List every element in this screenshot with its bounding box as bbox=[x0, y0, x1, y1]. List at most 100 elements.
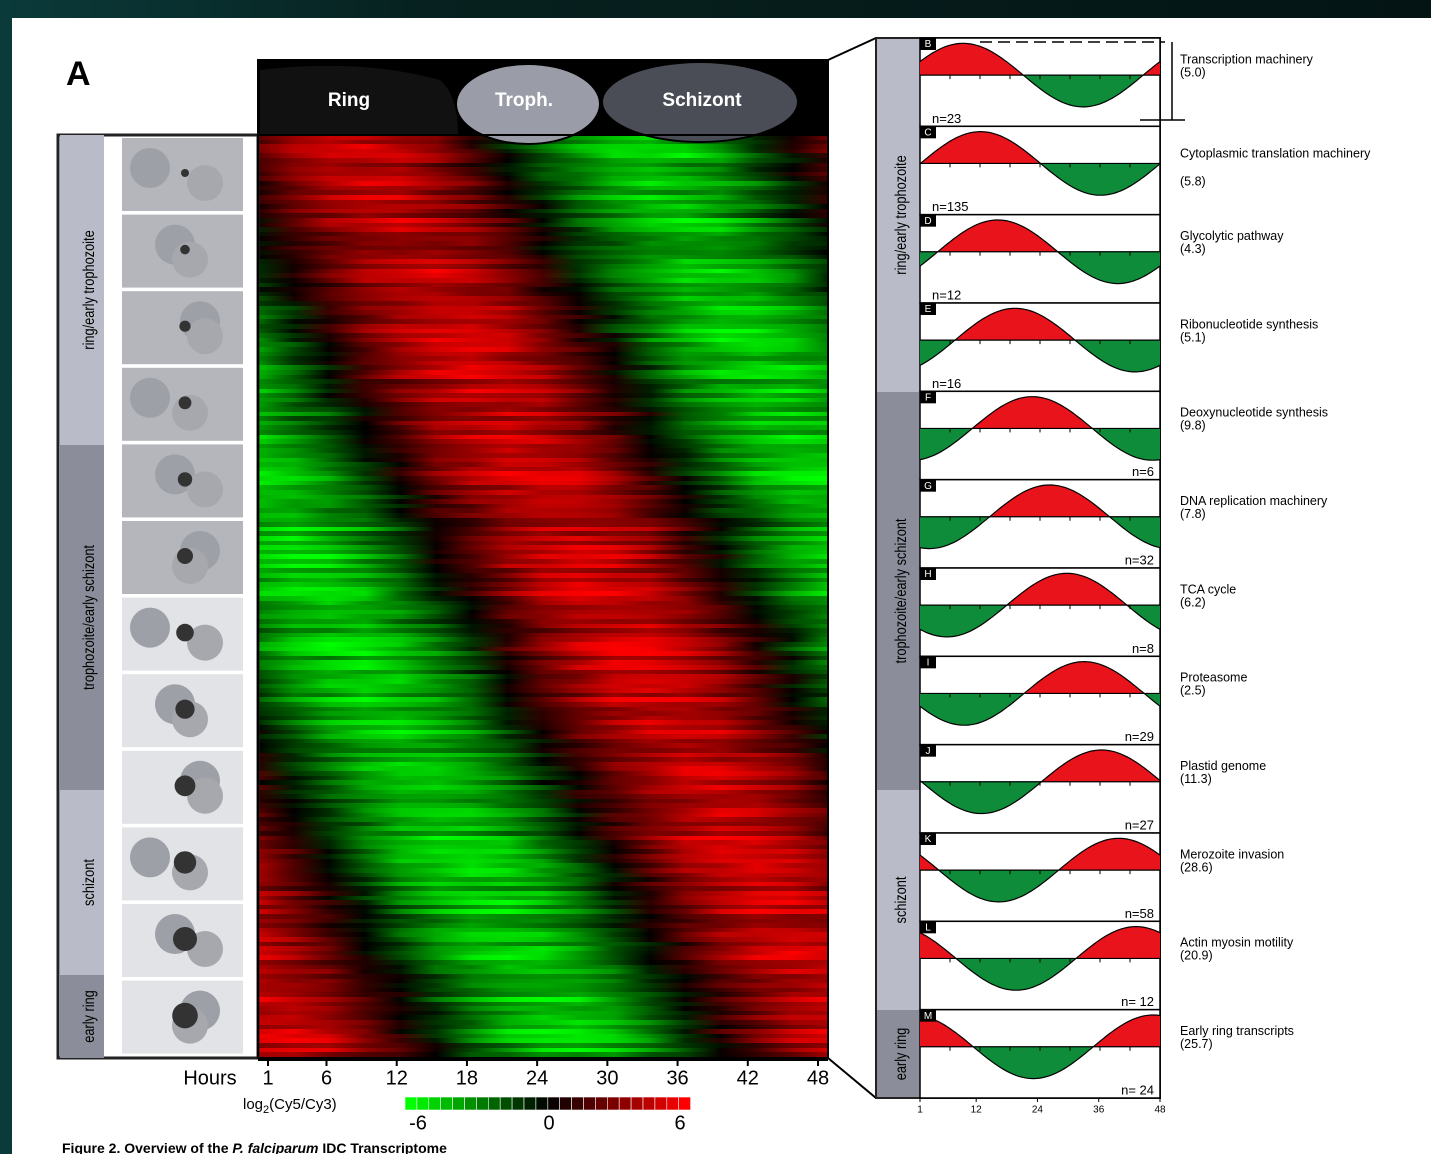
heatmap-row bbox=[258, 900, 828, 905]
heatmap-row bbox=[258, 748, 828, 753]
heatmap-row bbox=[258, 393, 828, 398]
hours-tick-label: 18 bbox=[456, 1067, 478, 1089]
colorbar-cell bbox=[523, 1096, 537, 1111]
profile-up bbox=[920, 485, 1160, 517]
letter-box bbox=[920, 1009, 936, 1022]
profile-name: DNA replication machinery bbox=[1180, 494, 1328, 508]
cell bbox=[187, 777, 223, 814]
heatmap-row bbox=[258, 844, 828, 850]
heatmap-row bbox=[258, 996, 828, 1002]
heatmap-row bbox=[258, 886, 828, 891]
parasite bbox=[180, 244, 190, 255]
heatmap-row bbox=[258, 448, 828, 454]
heatmap-row bbox=[258, 757, 828, 762]
heatmap-row bbox=[258, 683, 828, 689]
heatmap-row bbox=[258, 1033, 828, 1039]
heatmap-row bbox=[258, 1043, 828, 1048]
profile-name: Actin myosin motility bbox=[1180, 936, 1294, 950]
heatmap-row bbox=[258, 1029, 828, 1034]
heatmap-row bbox=[258, 955, 828, 961]
heatmap-row bbox=[258, 586, 828, 592]
profile-down bbox=[920, 605, 1160, 637]
heatmap-row bbox=[258, 314, 828, 320]
profile-axis-label: 48 bbox=[1154, 1105, 1166, 1116]
heatmap-row bbox=[258, 688, 828, 693]
heatmap-row bbox=[258, 831, 828, 836]
heatmap-row bbox=[258, 720, 828, 725]
heatmap bbox=[258, 135, 828, 1058]
heatmap-row bbox=[258, 1047, 828, 1053]
heatmap-row bbox=[258, 577, 828, 583]
heatmap-row bbox=[258, 840, 828, 845]
profile-score: (7.8) bbox=[1180, 507, 1206, 521]
heatmap-row bbox=[258, 457, 828, 463]
heatmap-row bbox=[258, 397, 828, 403]
letter-box bbox=[920, 479, 936, 492]
colorbar-cell bbox=[595, 1096, 608, 1111]
heatmap-row bbox=[258, 222, 828, 228]
heatmap-row bbox=[258, 678, 828, 684]
profile-n: n=23 bbox=[932, 111, 961, 126]
heatmap-row bbox=[258, 480, 828, 486]
heatmap-row bbox=[258, 918, 828, 924]
parasite bbox=[172, 1002, 198, 1029]
heatmap-row bbox=[258, 370, 828, 375]
side-label: trophozoite/early schizont bbox=[81, 545, 99, 690]
heatmap-row bbox=[258, 545, 828, 550]
heatmap-row bbox=[258, 190, 828, 195]
caption-part: IDC Transcriptome bbox=[319, 1140, 448, 1154]
colorbar-cell bbox=[547, 1096, 560, 1111]
colorbar-cell bbox=[428, 1096, 441, 1111]
profile-down bbox=[920, 340, 1160, 372]
heatmap-row bbox=[258, 821, 828, 827]
profile-name: Glycolytic pathway bbox=[1180, 229, 1284, 243]
profile-score: (28.6) bbox=[1180, 860, 1213, 874]
profile-up bbox=[920, 750, 1160, 782]
profile-name: Transcription machinery bbox=[1180, 52, 1314, 66]
side-label: schizont bbox=[893, 877, 911, 924]
profile-curve bbox=[919, 1014, 1161, 1080]
stage-bar bbox=[60, 445, 104, 790]
profile-n: n= 24 bbox=[1121, 1082, 1154, 1097]
heatmap-row bbox=[258, 595, 828, 601]
heatmap-row bbox=[258, 162, 828, 168]
heatmap-row bbox=[258, 245, 828, 251]
heatmap-row bbox=[258, 987, 828, 993]
heatmap-row bbox=[258, 706, 828, 712]
profile-axis-label: 12 bbox=[971, 1105, 983, 1116]
parasite bbox=[181, 169, 189, 177]
colorbar-cell bbox=[499, 1096, 513, 1111]
colorbar-cell bbox=[618, 1096, 632, 1111]
profile-letter: F bbox=[925, 392, 931, 403]
heatmap-row bbox=[258, 780, 828, 785]
heatmap-row bbox=[258, 549, 828, 555]
profile-down bbox=[920, 1046, 1160, 1079]
colorbar-cell bbox=[654, 1096, 668, 1111]
heatmap-row bbox=[258, 798, 828, 804]
heatmap-row bbox=[258, 241, 828, 246]
heatmap-row bbox=[258, 213, 828, 218]
letter-box bbox=[920, 833, 936, 845]
cell bbox=[187, 165, 223, 201]
colorbar-cell bbox=[476, 1096, 489, 1111]
heatmap-row bbox=[258, 360, 828, 366]
heatmap-row bbox=[258, 877, 828, 882]
heatmap-row bbox=[258, 803, 828, 808]
profile-axis-label: 24 bbox=[1032, 1105, 1044, 1116]
heatmap-row bbox=[258, 250, 828, 255]
heatmap-row bbox=[258, 416, 828, 421]
heatmap-row bbox=[258, 333, 828, 338]
heatmap-row bbox=[258, 485, 828, 490]
stage-bar bbox=[60, 135, 104, 445]
heatmap-row bbox=[258, 466, 828, 472]
ring-shape bbox=[260, 65, 458, 135]
hours-tick-label: 1 bbox=[262, 1067, 273, 1089]
heatmap-row bbox=[258, 729, 828, 735]
heatmap-row bbox=[258, 296, 828, 301]
profile-score: (25.7) bbox=[1180, 1037, 1213, 1051]
heatmap-row bbox=[258, 1024, 828, 1030]
profile-n: n=32 bbox=[1125, 552, 1154, 567]
heatmap-row bbox=[258, 1001, 828, 1007]
heatmap-row bbox=[258, 351, 828, 357]
